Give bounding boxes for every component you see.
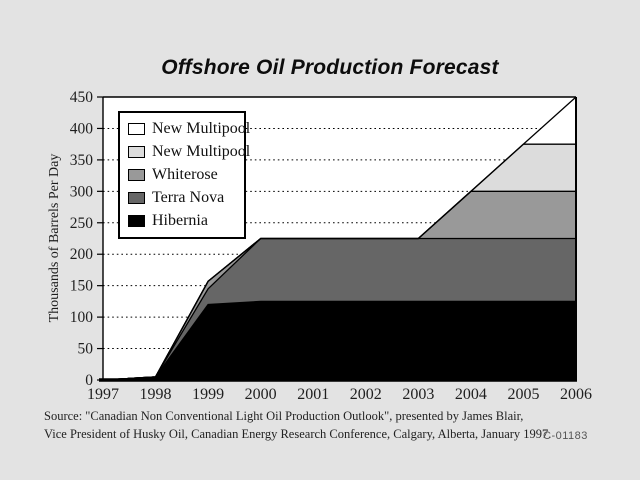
source-note: Source: "Canadian Non Conventional Light…	[44, 407, 604, 443]
x-tick-label-2001: 2001	[297, 386, 329, 403]
y-tick-label-450: 450	[70, 89, 94, 106]
band-outline-new-multipool	[102, 96, 577, 381]
legend-row-2: Whiterose	[128, 165, 236, 185]
y-tick-label-200: 200	[70, 246, 94, 263]
legend-swatch-icon	[128, 192, 145, 204]
legend-row-0: New Multipool	[128, 119, 250, 139]
legend-swatch-icon	[128, 169, 145, 181]
x-tick-label-1997: 1997	[87, 386, 119, 403]
legend-label: Hibernia	[152, 212, 208, 229]
x-tick-label-2003: 2003	[402, 386, 434, 403]
x-tick-label-1998: 1998	[140, 386, 172, 403]
area-band-terra-nova	[103, 238, 576, 380]
y-tick-label-50: 50	[78, 341, 94, 358]
y-tick-label-150: 150	[70, 278, 94, 295]
area-band-new-multipool	[103, 144, 576, 380]
legend-label: New Multipool	[152, 120, 251, 137]
legend-label: Terra Nova	[152, 189, 225, 206]
chart-legend: New Multipool New Multipool Whiterose Terra…	[118, 111, 250, 239]
x-tick-label-2000: 2000	[245, 386, 277, 403]
band-outline-hibernia	[102, 300, 576, 381]
document-code: C-01183	[543, 430, 588, 442]
x-tick-label-2002: 2002	[350, 386, 382, 403]
legend-swatch-icon	[128, 123, 145, 135]
y-tick-label-300: 300	[70, 183, 94, 200]
y-tick-label-400: 400	[70, 120, 94, 137]
legend-row-1: New Multipool	[128, 142, 250, 162]
source-line-2: Vice President of Husky Oil, Canadian En…	[44, 427, 552, 441]
y-tick-label-0: 0	[85, 372, 93, 389]
y-tick-label-350: 350	[70, 152, 94, 169]
chart-title: Offshore Oil Production Forecast	[161, 56, 499, 79]
legend-row-4: Hibernia	[128, 211, 236, 231]
y-tick-label-250: 250	[70, 215, 94, 232]
x-tick-label-2005: 2005	[507, 386, 539, 403]
y-tick-label-100: 100	[70, 309, 94, 326]
legend-label: New Multipool	[152, 143, 251, 160]
x-tick-label-2004: 2004	[455, 386, 487, 403]
x-tick-label-1999: 1999	[192, 386, 224, 403]
x-tick-label-2006: 2006	[560, 386, 592, 403]
legend-row-3: Terra Nova	[128, 188, 236, 208]
source-line-1: Source: "Canadian Non Conventional Light…	[44, 409, 524, 423]
area-band-hibernia	[103, 301, 576, 380]
legend-swatch-icon	[128, 215, 145, 227]
legend-label: Whiterose	[152, 166, 218, 183]
legend-swatch-icon	[128, 146, 145, 158]
